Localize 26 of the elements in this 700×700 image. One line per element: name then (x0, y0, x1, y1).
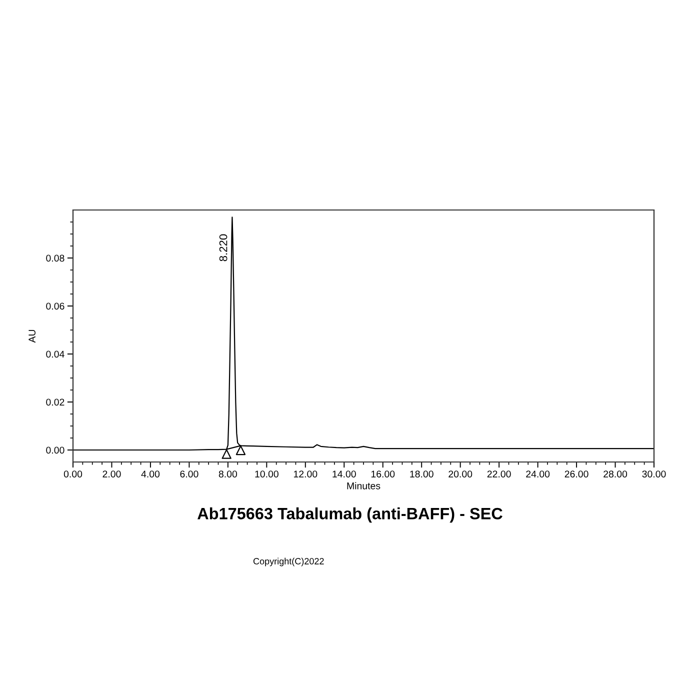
y-tick-label: 0.02 (46, 398, 64, 406)
x-tick-label: 20.00 (448, 470, 472, 478)
x-tick-label: 16.00 (371, 470, 395, 478)
y-tick-label: 0.00 (46, 446, 64, 454)
x-tick-label: 18.00 (410, 470, 434, 478)
x-tick-label: 0.00 (64, 470, 82, 478)
x-tick-label: 4.00 (141, 470, 160, 478)
x-axis-title: Minutes (347, 482, 380, 490)
x-tick-label: 24.00 (526, 470, 550, 478)
x-tick-label: 12.00 (294, 470, 318, 478)
y-tick-label: 0.04 (46, 350, 64, 358)
text: Copyright(C)2022 (253, 558, 324, 566)
text: Ab175663 Tabalumab (anti-BAFF) - SEC (198, 507, 502, 523)
x-tick-label: 14.00 (332, 470, 356, 478)
x-tick-label: 22.00 (487, 470, 511, 478)
y-tick-label: 0.08 (46, 254, 64, 262)
y-tick-label: 0.06 (46, 302, 64, 310)
x-tick-label: 10.00 (255, 470, 278, 478)
annotation: 8.220 (219, 234, 228, 262)
y-axis-title: AU (28, 330, 36, 343)
x-tick-label: 26.00 (564, 470, 588, 478)
x-tick-label: 2.00 (102, 470, 121, 478)
x-tick-label: 6.00 (180, 470, 198, 478)
x-tick-label: 8.00 (218, 470, 238, 478)
x-tick-label: 30.00 (642, 470, 666, 478)
x-tick-label: 28.00 (604, 470, 628, 478)
